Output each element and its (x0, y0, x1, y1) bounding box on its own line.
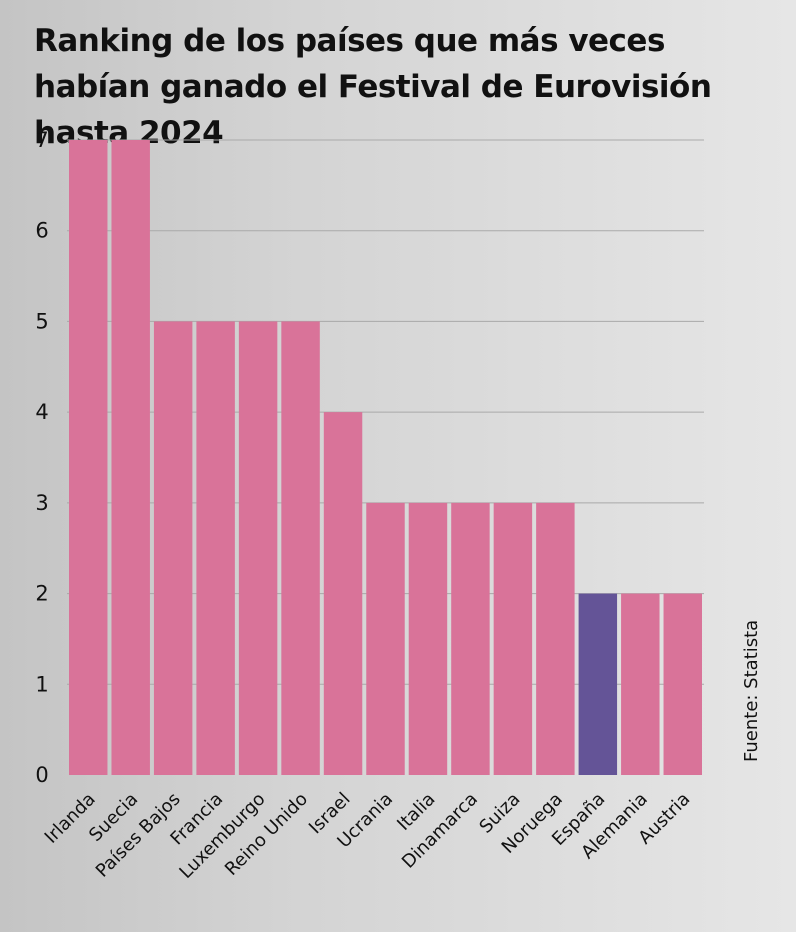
y-tick-label: 5 (35, 309, 48, 333)
bar-reino-unido (281, 321, 320, 775)
bars (69, 140, 702, 775)
y-axis-ticks: 0 1 2 3 4 5 6 7 (35, 128, 48, 787)
source-label: Fuente: Statista (741, 620, 762, 762)
bar-españa (578, 593, 618, 775)
y-tick-label: 4 (35, 400, 48, 424)
bar-suecia (111, 140, 150, 775)
bar-países-bajos (153, 321, 193, 775)
bar-austria (663, 593, 702, 775)
y-tick-label: 0 (35, 763, 48, 787)
bar-francia (196, 321, 235, 775)
y-tick-label: 2 (35, 582, 48, 606)
bar-noruega (536, 502, 575, 775)
chart-title: Ranking de los países que más veces habí… (34, 23, 712, 151)
bar-dinamarca (451, 502, 490, 775)
bar-suiza (493, 502, 533, 775)
bar-italia (408, 502, 448, 775)
bar-alemania (621, 593, 660, 775)
y-tick-label: 7 (35, 128, 48, 152)
y-tick-label: 3 (35, 491, 48, 515)
y-tick-label: 6 (35, 219, 48, 243)
bar-israel (323, 412, 363, 775)
bar-ucrania (366, 502, 405, 775)
bar-luxemburgo (238, 321, 278, 775)
bar-irlanda (69, 140, 108, 775)
x-tick-label: Irlanda (41, 789, 100, 848)
y-tick-label: 1 (35, 672, 48, 696)
